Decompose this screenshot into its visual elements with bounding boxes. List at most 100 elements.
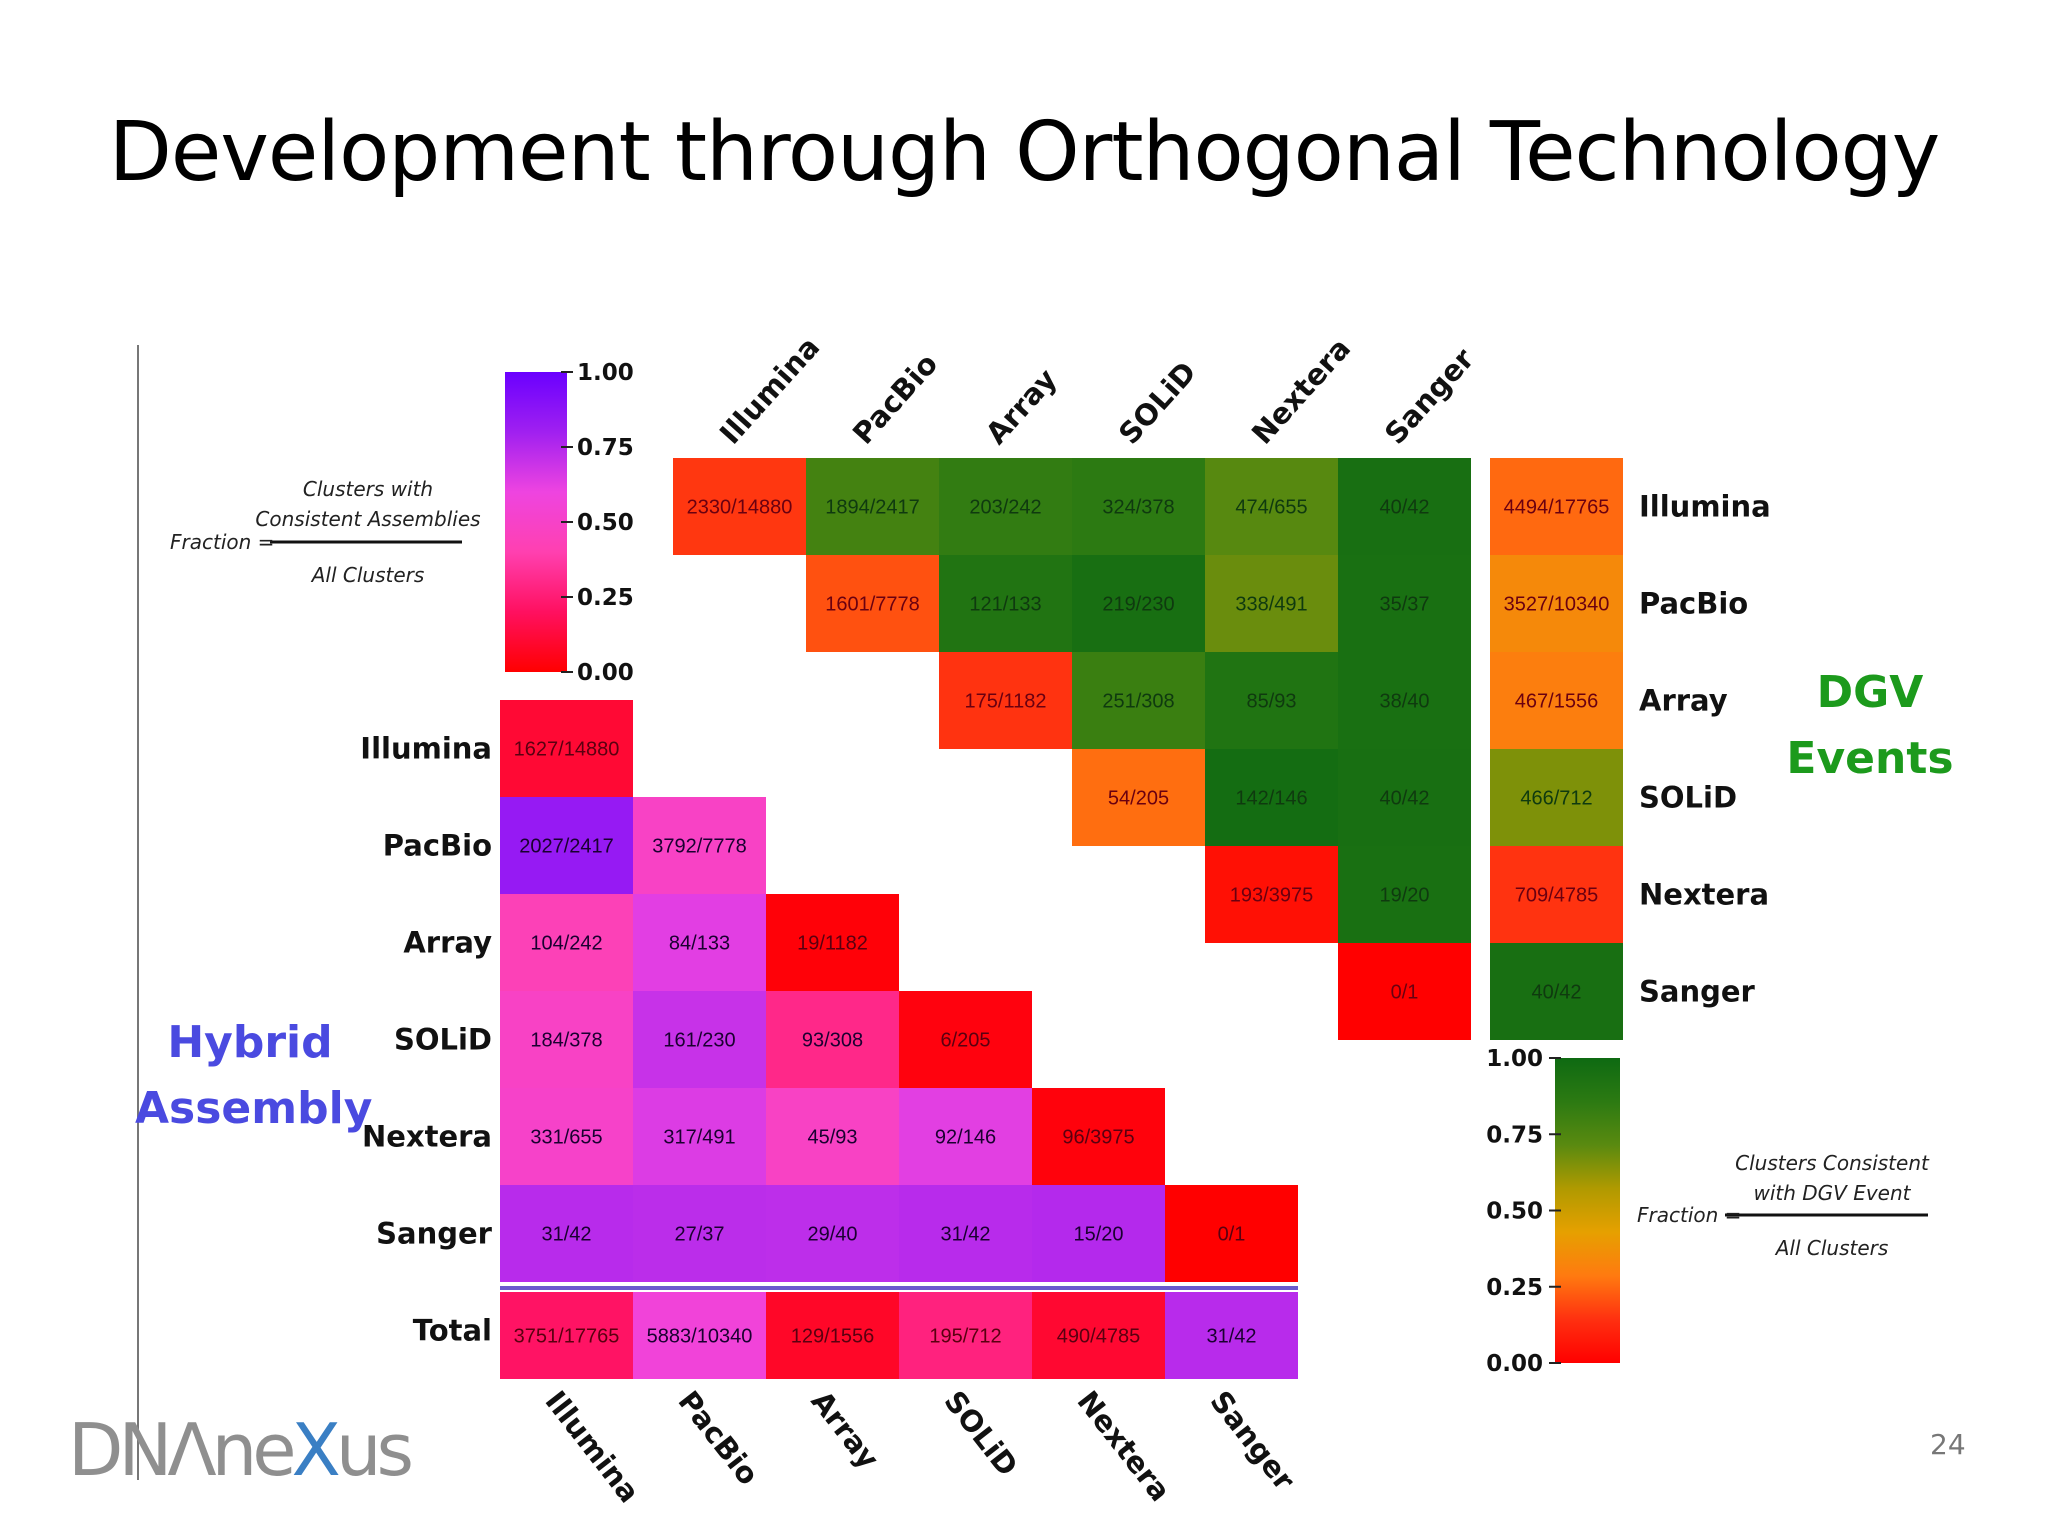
dgv-cell: [1338, 555, 1471, 652]
hybrid-cell: [500, 700, 633, 797]
dgv-cell-label: 338/491: [1235, 594, 1307, 616]
hybrid-total-cell: [766, 1292, 899, 1379]
hybrid-cell-label: 3792/7778: [652, 836, 747, 858]
hybrid-cell: [500, 991, 633, 1088]
dgv-total-cell-label: 3527/10340: [1504, 594, 1610, 616]
dgv-cell: [1338, 458, 1471, 555]
colorbar-tick-label: 0.50: [1486, 1199, 1543, 1225]
dgv-cell: [1072, 749, 1205, 846]
dgv-cell-label: 474/655: [1235, 497, 1307, 519]
dgv-total-cell-label: 466/712: [1520, 788, 1592, 810]
hybrid-cell: [899, 1088, 1032, 1185]
dgv-cell-label: 85/93: [1246, 691, 1296, 713]
dgv-cell: [673, 458, 806, 555]
dgv-total-cell-label: 709/4785: [1515, 885, 1598, 907]
logo-part: us: [335, 1408, 414, 1492]
col-label-nextera: Nextera: [1070, 1384, 1177, 1507]
row-label-solid: SOLiD: [1639, 781, 1737, 815]
dgv-total-cell-label: 40/42: [1531, 982, 1581, 1004]
hybrid-cell: [766, 1185, 899, 1282]
colorbar-tick-label: 0.00: [1486, 1351, 1543, 1377]
dgv-cell: [1072, 555, 1205, 652]
hybrid-cell-label: 317/491: [663, 1127, 735, 1149]
colorbar-tick-label: 1.00: [1486, 1046, 1543, 1072]
hybrid-cell-label: 93/308: [802, 1030, 863, 1052]
hybrid-cell-label: 29/40: [807, 1224, 857, 1246]
row-label-pacbio: PacBio: [1639, 587, 1748, 621]
hybrid-label-line-2: Assembly: [135, 1083, 373, 1134]
colorbar-tick-label: 1.00: [577, 360, 634, 386]
hybrid-cell: [1032, 1088, 1165, 1185]
hybrid-total-cell-label: 5883/10340: [647, 1326, 753, 1348]
hybrid-cell: [899, 1185, 1032, 1282]
dgv-cell-label: 2330/14880: [687, 497, 793, 519]
dgv-cell-label: 40/42: [1379, 788, 1429, 810]
dgv-cell-label: 324/378: [1102, 497, 1174, 519]
hybrid-cell-label: 45/93: [807, 1127, 857, 1149]
formula-numerator: Consistent Assemblies: [255, 507, 480, 531]
col-label-illumina: Illumina: [713, 330, 826, 451]
hybrid-cell-label: 31/42: [940, 1224, 990, 1246]
dgv-cell: [939, 555, 1072, 652]
row-label-illumina: Illumina: [360, 732, 492, 766]
formula-denominator: All Clusters: [310, 563, 425, 587]
col-label-illumina: Illumina: [538, 1384, 646, 1509]
dgv-cell-label: 54/205: [1108, 788, 1169, 810]
hybrid-total-cell: [1165, 1292, 1298, 1379]
dgv-total-cell-label: 467/1556: [1515, 691, 1598, 713]
dgv-cell: [939, 458, 1072, 555]
hybrid-cell: [1165, 1185, 1298, 1282]
hybrid-total-cell: [500, 1292, 633, 1379]
formula-denominator: All Clusters: [1774, 1236, 1889, 1260]
slide-title: Development through Orthogonal Technolog…: [108, 105, 1941, 200]
page-number: 24: [1930, 1428, 1966, 1461]
dgv-cell-label: 121/133: [969, 594, 1041, 616]
hybrid-cell: [500, 1088, 633, 1185]
hybrid-total-cell: [1032, 1292, 1165, 1379]
hybrid-cell-label: 27/37: [674, 1224, 724, 1246]
row-label-nextera: Nextera: [362, 1120, 492, 1154]
dnanexus-logo: DNΛneXus: [68, 1408, 414, 1492]
row-label-illumina: Illumina: [1639, 490, 1771, 524]
hybrid-total-cell-label: 3751/17765: [514, 1326, 620, 1348]
row-label-sanger: Sanger: [376, 1217, 493, 1251]
formula-prefix: Fraction =: [1637, 1203, 1741, 1227]
dgv-total-cell: [1490, 652, 1623, 749]
row-label-array: Array: [1639, 684, 1728, 718]
hybrid-cell: [633, 1088, 766, 1185]
dgv-cell: [1338, 943, 1471, 1040]
col-label-array: Array: [804, 1384, 885, 1475]
dgv-cell: [1205, 846, 1338, 943]
slide-divider-line: [137, 345, 139, 1480]
colorbar-gradient: [1555, 1058, 1620, 1363]
colorbar-gradient: [505, 372, 567, 672]
formula-numerator: with DGV Event: [1753, 1181, 1911, 1205]
hybrid-cell-label: 31/42: [541, 1224, 591, 1246]
hybrid-cell-label: 184/378: [530, 1030, 602, 1052]
dgv-total-cell: [1490, 943, 1623, 1040]
dgv-cell: [1072, 458, 1205, 555]
logo-part: DN: [68, 1408, 172, 1492]
hybrid-cell-label: 6/205: [940, 1030, 990, 1052]
dgv-cell-label: 251/308: [1102, 691, 1174, 713]
hybrid-cell-label: 0/1: [1218, 1224, 1246, 1246]
row-label-pacbio: PacBio: [383, 829, 492, 863]
dgv-events-label: DGV Events: [1785, 660, 1955, 792]
hybrid-cell-label: 331/655: [530, 1127, 602, 1149]
dgv-cell-label: 38/40: [1379, 691, 1429, 713]
hybrid-colorbar: 1.00 0.75 0.50 0.25 0.00: [505, 360, 634, 686]
hybrid-cell: [766, 991, 899, 1088]
hybrid-cell: [500, 797, 633, 894]
dgv-label-line-2: Events: [1786, 733, 1954, 784]
hybrid-cell: [1032, 1185, 1165, 1282]
dgv-cell: [806, 555, 939, 652]
dgv-cell-label: 0/1: [1391, 982, 1419, 1004]
hybrid-total-cell-label: 31/42: [1206, 1326, 1256, 1348]
logo-part: X: [291, 1408, 341, 1492]
hybrid-cell: [766, 894, 899, 991]
hybrid-total-cell-label: 129/1556: [791, 1326, 874, 1348]
dgv-cell: [1072, 652, 1205, 749]
col-label-sanger: Sanger: [1378, 341, 1481, 450]
dgv-cell-label: 1894/2417: [825, 497, 920, 519]
